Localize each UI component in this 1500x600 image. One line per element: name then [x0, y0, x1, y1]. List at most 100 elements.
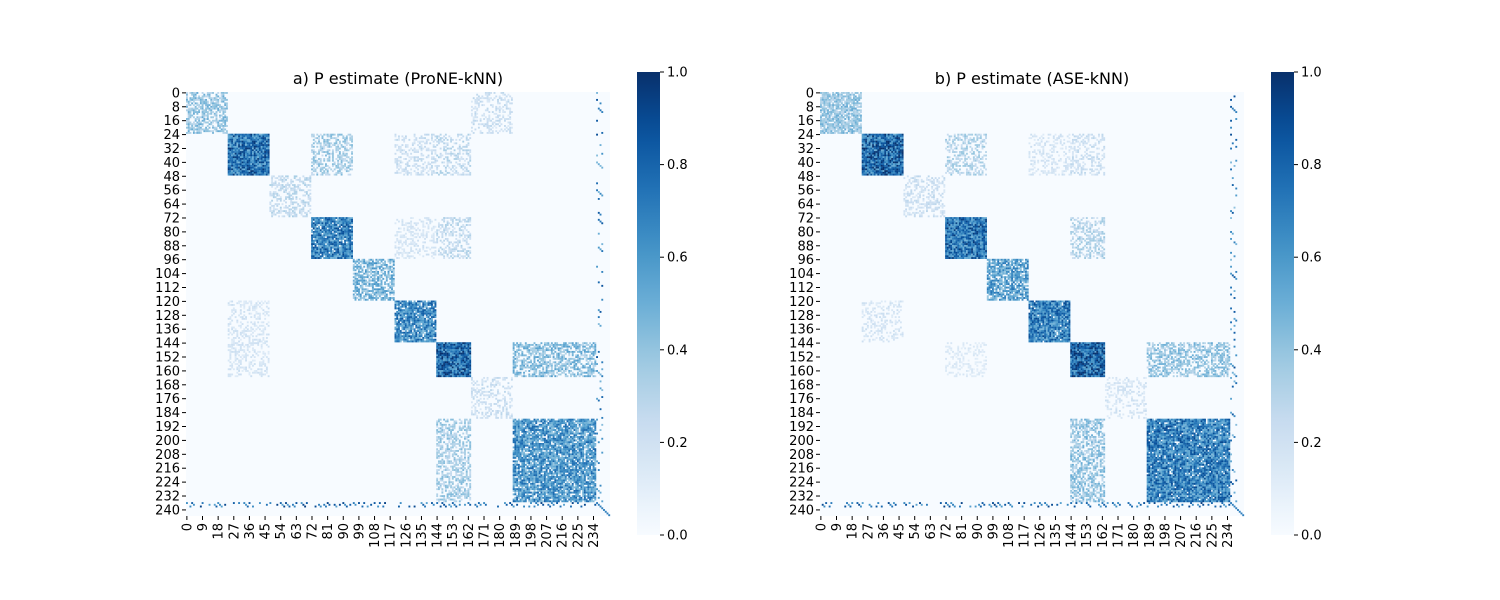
- heatmap-cell: [587, 477, 590, 480]
- heatmap-cell: [563, 448, 565, 451]
- heatmap-cell: [232, 161, 235, 164]
- heatmap-cell: [528, 423, 531, 426]
- heatmap-cell: [557, 430, 560, 433]
- heatmap-cell: [385, 295, 388, 298]
- heatmap-cell: [477, 403, 480, 405]
- heatmap-cell: [269, 203, 272, 206]
- heatmap-cell: [535, 434, 538, 437]
- heatmap-cell: [337, 253, 340, 256]
- heatmap-cell: [550, 456, 553, 459]
- heatmap-cell: [196, 102, 199, 105]
- heatmap-cell: [486, 397, 489, 400]
- heatmap-cell: [246, 173, 249, 176]
- heatmap-cell: [443, 364, 446, 367]
- heatmap-cell: [573, 422, 576, 425]
- heatmap-cell: [271, 211, 274, 214]
- heatmap-cell: [229, 145, 232, 148]
- heatmap-cell: [384, 291, 386, 294]
- heatmap-cell: [566, 425, 569, 428]
- heatmap-cell: [340, 248, 343, 251]
- heatmap-cell: [234, 151, 237, 153]
- heatmap-cell: [413, 335, 416, 338]
- heatmap-cell: [250, 145, 253, 148]
- heatmap-cell: [516, 463, 519, 466]
- heatmap-cell: [403, 312, 406, 315]
- heatmap-cell: [260, 145, 263, 148]
- heatmap-cell: [415, 321, 418, 324]
- heatmap-cell: [549, 460, 552, 463]
- chart-title: a) P estimate (ProNE-kNN): [293, 69, 503, 88]
- heatmap-cell: [212, 97, 214, 100]
- heatmap-cell: [406, 312, 409, 315]
- heatmap-cell: [321, 236, 324, 239]
- heatmap-cell: [554, 472, 557, 475]
- heatmap-cell: [352, 297, 355, 299]
- heatmap-cell: [448, 359, 451, 362]
- heatmap-cell: [436, 375, 439, 378]
- heatmap-cell: [358, 269, 360, 272]
- heatmap-cell: [533, 484, 536, 487]
- heatmap-cell: [186, 104, 188, 107]
- heatmap-cell: [338, 232, 341, 235]
- heatmap-cell: [436, 364, 439, 367]
- heatmap-cell: [227, 158, 230, 160]
- heatmap-cell: [517, 425, 520, 428]
- heatmap-cell: [524, 477, 527, 480]
- heatmap-cell: [431, 304, 433, 306]
- heatmap-cell: [403, 319, 406, 322]
- heatmap-cell: [543, 474, 546, 477]
- heatmap-cell: [516, 460, 519, 463]
- heatmap-cell: [267, 154, 270, 157]
- heatmap-cell: [347, 248, 350, 251]
- heatmap-cell: [217, 104, 220, 107]
- heatmap-cell: [206, 105, 209, 108]
- heatmap-cell: [363, 297, 366, 299]
- heatmap-cell: [316, 239, 319, 242]
- heatmap-cell: [276, 192, 279, 195]
- heatmap-cell: [556, 481, 559, 484]
- heatmap-cell: [398, 326, 400, 329]
- heatmap-cell: [573, 448, 576, 451]
- heatmap-cell: [314, 248, 317, 251]
- heatmap-cell: [246, 159, 249, 162]
- heatmap-cell: [556, 474, 559, 477]
- heatmap-cell: [465, 349, 468, 352]
- heatmap-cell: [535, 476, 538, 478]
- heatmap-cell: [580, 462, 583, 465]
- heatmap-cell: [434, 335, 437, 338]
- heatmap-cell: [524, 479, 527, 482]
- heatmap-cell: [443, 370, 446, 372]
- heatmap-cell: [371, 264, 374, 266]
- heatmap-cell: [500, 413, 503, 416]
- heatmap-cell: [469, 347, 472, 350]
- heatmap-cell: [543, 429, 546, 431]
- heatmap-cell: [469, 357, 472, 360]
- heatmap-cell: [556, 460, 559, 463]
- heatmap-cell: [516, 453, 519, 456]
- heatmap-cell: [403, 335, 406, 338]
- heatmap-cell: [418, 323, 421, 325]
- heatmap-cell: [537, 474, 539, 477]
- heatmap-cell: [262, 156, 265, 159]
- heatmap-cell: [547, 436, 550, 438]
- heatmap-cell: [399, 330, 402, 332]
- heatmap-cell: [554, 479, 557, 482]
- heatmap-cell: [285, 175, 287, 178]
- heatmap-cell: [557, 463, 560, 466]
- heatmap-cell: [201, 128, 204, 131]
- heatmap-cell: [537, 434, 539, 437]
- heatmap-cell: [502, 394, 505, 397]
- heatmap-cell: [351, 234, 353, 237]
- heatmap-cell: [224, 131, 227, 134]
- heatmap-cell: [364, 276, 367, 279]
- heatmap-cell: [361, 267, 364, 270]
- heatmap-cell: [271, 213, 274, 216]
- heatmap-cell: [554, 432, 557, 435]
- heatmap-cell: [455, 359, 458, 362]
- heatmap-cell: [498, 382, 501, 385]
- heatmap-cell: [222, 118, 225, 120]
- heatmap-cell: [425, 331, 428, 334]
- heatmap-cell: [271, 177, 274, 180]
- heatmap-cell: [344, 229, 347, 232]
- heatmap-cell: [570, 486, 572, 489]
